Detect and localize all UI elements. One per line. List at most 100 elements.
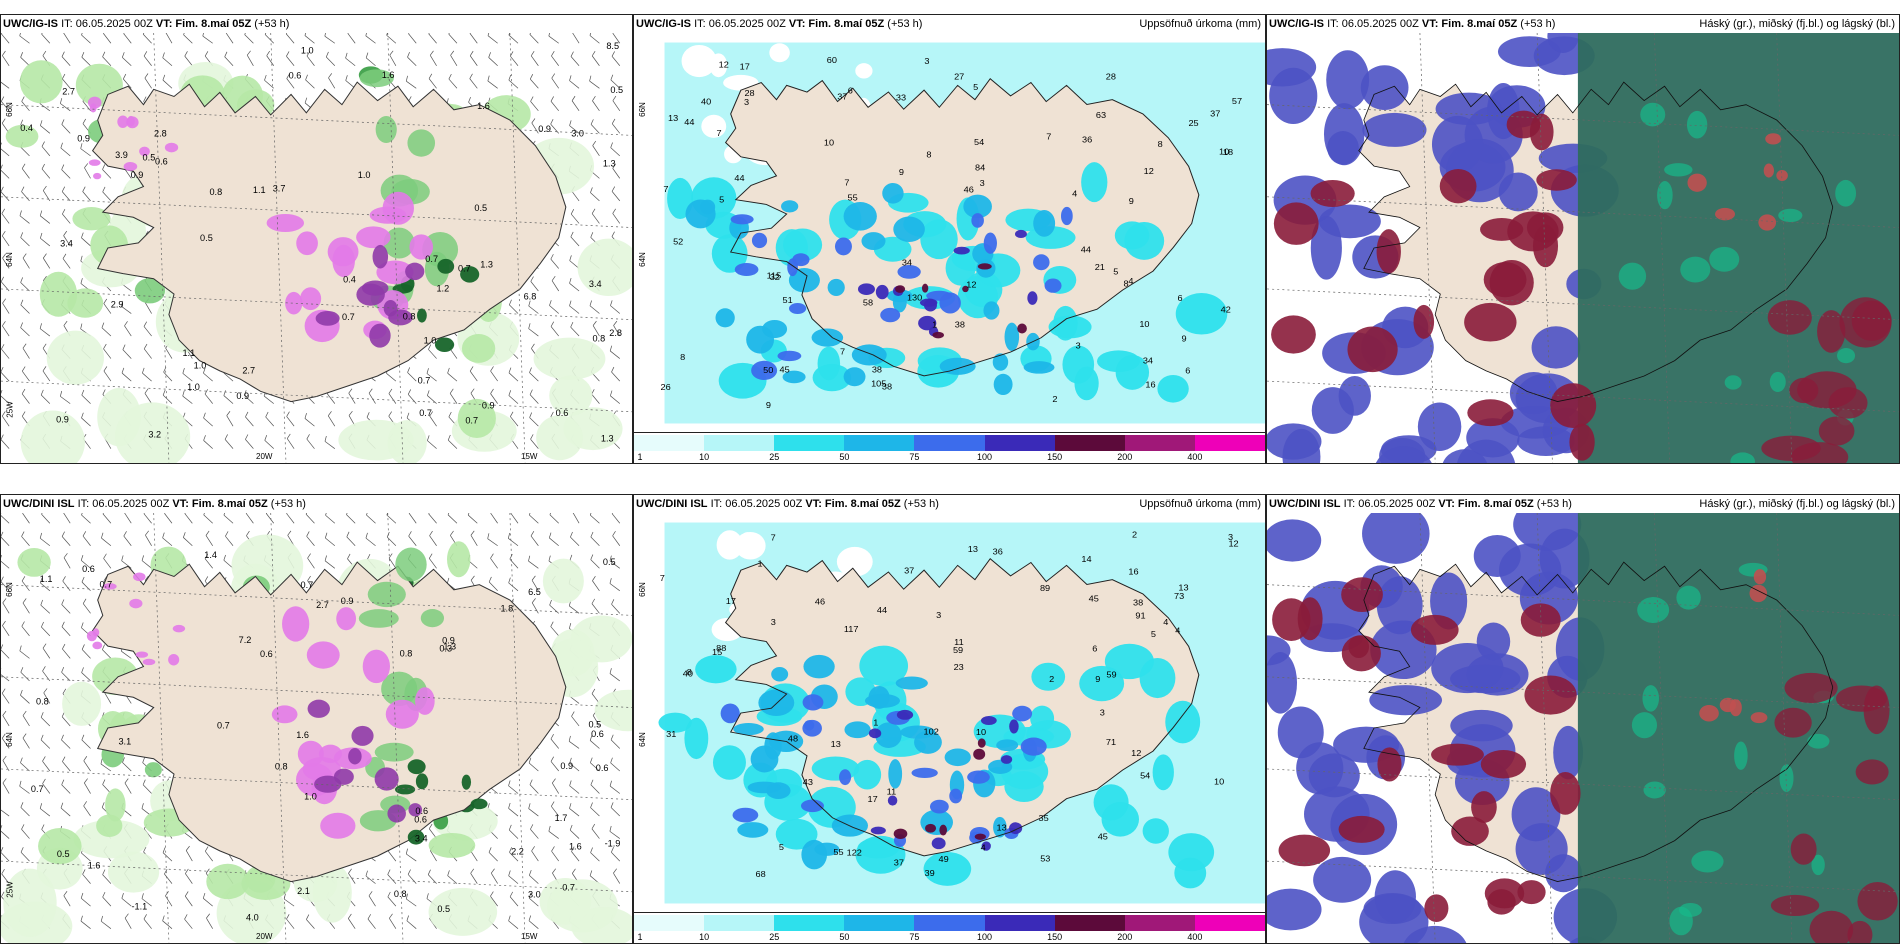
value-label: 3 — [1100, 708, 1105, 718]
valid-label: VT: — [155, 18, 173, 30]
valid-time: Fim. 8.maí 05Z — [824, 498, 901, 510]
field-shading — [1817, 310, 1846, 353]
value-label: 0.5 — [603, 557, 616, 567]
field-shading — [834, 237, 852, 256]
wind-barb — [368, 891, 376, 907]
field-shading — [1680, 256, 1711, 283]
field-shading — [1749, 584, 1768, 603]
panel-header: UWC/DINI ISL IT: 06.05.2025 00Z VT: Fim.… — [1269, 497, 1895, 511]
value-label: 12 — [1144, 166, 1154, 176]
field-shading — [1014, 229, 1027, 239]
wind-barb — [490, 868, 498, 884]
field-shading — [359, 810, 397, 832]
field-shading — [408, 803, 423, 817]
wind-barb — [246, 50, 254, 66]
wind-barb — [80, 915, 91, 929]
field-shading — [351, 725, 374, 746]
field-shading — [868, 728, 882, 739]
wind-barb — [40, 120, 51, 134]
valid-time: Fim. 8.maí 05Z — [1441, 18, 1518, 30]
value-label: 3.0 — [528, 889, 541, 899]
map-area — [1267, 513, 1899, 943]
value-label: 0.6 — [260, 649, 273, 659]
wind-barb — [366, 513, 376, 524]
heavy-precip-area — [87, 96, 434, 348]
wind-barb — [407, 367, 417, 382]
panel-header: UWC/IG-IS IT: 06.05.2025 00Z VT: Fim. 8.… — [3, 17, 628, 31]
field-shading — [434, 337, 455, 353]
value-label: 36 — [1082, 135, 1092, 145]
wind-barb — [81, 51, 91, 67]
wind-barb — [548, 825, 559, 839]
field-shading — [775, 818, 818, 850]
iceland-coastline — [724, 77, 1200, 377]
map-svg — [1267, 513, 1899, 943]
valid-time: Fim. 8.maí 05Z — [1457, 498, 1534, 510]
wind-barb — [1, 208, 10, 224]
field-shading — [944, 748, 971, 767]
colorbar-swatch — [844, 915, 916, 931]
field-shading — [367, 581, 406, 608]
wind-barb — [510, 513, 519, 524]
wind-barb — [142, 33, 152, 44]
wind-barb — [346, 513, 356, 524]
wind-barb — [467, 513, 478, 524]
value-label: 10 — [824, 138, 834, 148]
wind-barb — [204, 846, 213, 862]
colorbar-tick-label: 25 — [769, 932, 780, 942]
field-shading — [415, 687, 435, 715]
wind-barb — [21, 186, 30, 202]
value-label: 8 — [687, 667, 692, 677]
value-label: 38 — [872, 365, 882, 375]
field-shading — [1413, 304, 1435, 339]
wind-barb — [182, 368, 193, 382]
field-shading — [716, 530, 743, 560]
field-shading — [895, 676, 928, 690]
field-shading — [932, 331, 944, 339]
field-shading — [788, 268, 820, 293]
wind-barb — [184, 891, 193, 907]
value-label: 0.5 — [474, 203, 487, 213]
longitude-line — [1653, 33, 1671, 463]
wind-barb — [1, 803, 10, 817]
field-shading — [864, 693, 900, 708]
field-shading — [549, 375, 593, 416]
longitude-line — [1536, 33, 1553, 463]
wind-barb — [551, 846, 560, 862]
field-shading — [1631, 712, 1658, 739]
value-label: 5 — [1113, 267, 1118, 277]
value-label: 45 — [1098, 832, 1108, 842]
field-shading — [206, 863, 250, 900]
wind-barb — [1, 513, 10, 524]
field-shading — [1318, 204, 1381, 239]
value-label: 3 — [936, 610, 941, 620]
value-label: 0.7 — [342, 312, 355, 322]
longitude-line — [1776, 513, 1793, 943]
wind-barb — [612, 208, 621, 224]
precip-colorbar: 1 10 25 50 75 100 150 200 400 — [634, 432, 1265, 463]
field-shading — [977, 263, 992, 270]
wind-barb — [549, 300, 559, 314]
value-label: 13 — [997, 823, 1007, 833]
wind-barb — [570, 51, 580, 66]
field-shading — [781, 200, 799, 213]
value-label: 1.3 — [601, 434, 614, 444]
wind-barb — [550, 733, 559, 749]
field-shading — [1511, 787, 1561, 842]
panel-header: UWC/IG-IS IT: 06.05.2025 00Z VT: Fim. 8.… — [636, 17, 1261, 31]
field-shading — [1410, 614, 1459, 645]
field-shading — [1637, 597, 1670, 623]
wind-barb — [42, 756, 51, 772]
wind-barb — [182, 390, 193, 404]
field-shading — [777, 350, 802, 362]
wind-barb — [22, 733, 30, 749]
wind-barb — [102, 51, 112, 67]
wind-barb — [325, 51, 336, 67]
model-name: UWC/IG-IS — [1269, 18, 1324, 30]
value-label: 91 — [1135, 611, 1145, 621]
field-shading — [980, 716, 997, 726]
wind-barb — [531, 118, 539, 134]
wind-barb — [388, 553, 397, 569]
wind-barb — [469, 73, 478, 89]
value-label: 0.5 — [437, 904, 450, 914]
